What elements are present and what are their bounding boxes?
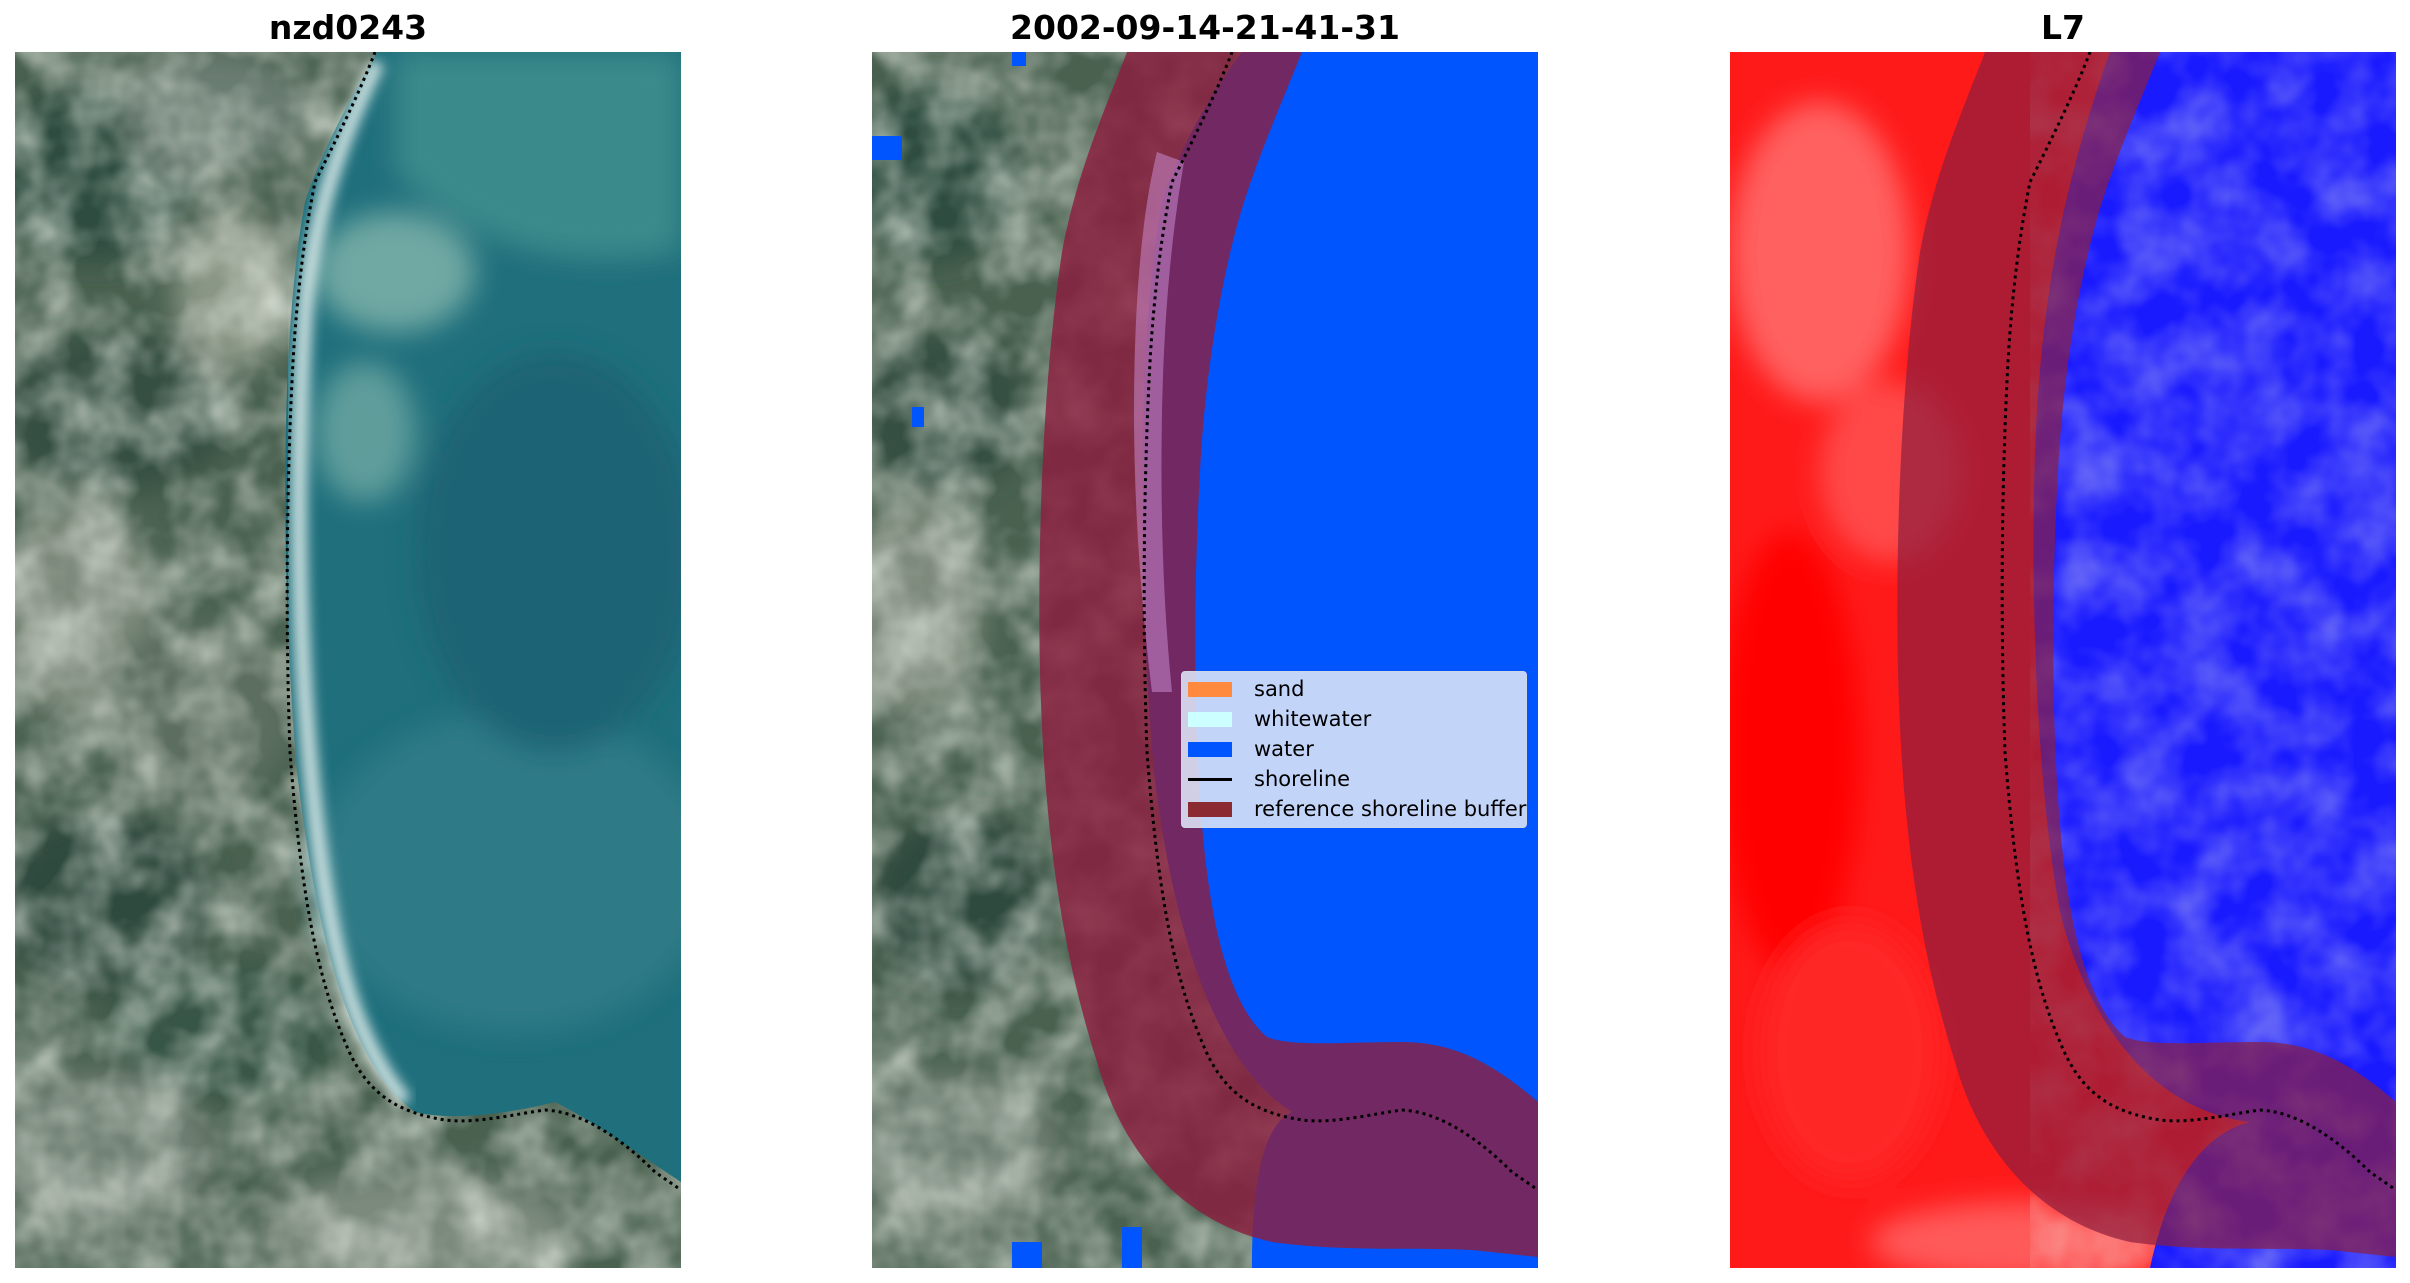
shoreline-line-icon xyxy=(1188,777,1232,781)
legend-item-buffer: reference shoreline buffer xyxy=(1188,794,1526,824)
legend-label-shoreline: shoreline xyxy=(1254,767,1351,791)
panel-title-site: nzd0243 xyxy=(268,8,428,47)
legend-label-whitewater: whitewater xyxy=(1254,707,1372,731)
legend-item-sand: sand xyxy=(1188,674,1304,704)
legend-item-whitewater: whitewater xyxy=(1188,704,1371,734)
legend-label-sand: sand xyxy=(1254,677,1305,701)
legend: sand whitewater water shoreline referenc… xyxy=(1181,671,1527,828)
water-swatch xyxy=(1188,741,1232,757)
panel-title-date: 2002-09-14-21-41-31 xyxy=(1010,8,1400,47)
sand-swatch xyxy=(1188,681,1232,697)
whitewater-swatch xyxy=(1188,711,1232,727)
legend-item-shoreline: shoreline xyxy=(1188,764,1350,794)
index-image xyxy=(1730,52,2396,1268)
rgb-panel: nzd0243 xyxy=(15,0,681,1283)
legend-item-water: water xyxy=(1188,734,1314,764)
legend-label-water: water xyxy=(1254,737,1314,761)
legend-label-buffer: reference shoreline buffer xyxy=(1254,797,1527,821)
classification-image xyxy=(872,52,1538,1268)
index-panel: L7 xyxy=(1730,0,2396,1283)
classification-panel: 2002-09-14-21-41-31 xyxy=(872,0,1538,1283)
rgb-image xyxy=(15,52,681,1268)
panel-title-satellite: L7 xyxy=(2041,8,2085,47)
buffer-swatch xyxy=(1188,801,1232,817)
